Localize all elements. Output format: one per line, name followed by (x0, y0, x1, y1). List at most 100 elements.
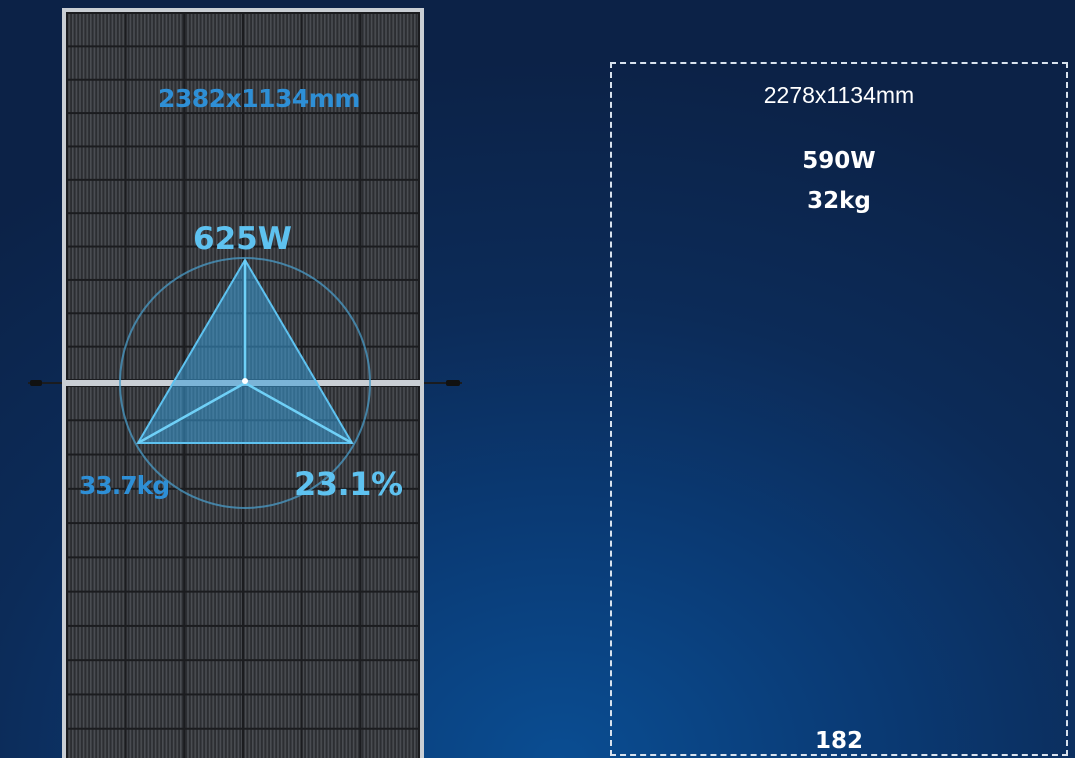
solar-cell (68, 247, 125, 279)
solar-cell (185, 147, 242, 179)
spec-center-dot (242, 378, 248, 384)
solar-cell (361, 421, 418, 454)
solar-cell (244, 80, 301, 113)
solar-cell (302, 114, 360, 146)
solar-cell (68, 314, 125, 346)
solar-cell (185, 626, 242, 660)
panel-weight-label: 33.7kg (79, 471, 170, 500)
solar-cell (68, 524, 125, 557)
solar-cell (126, 80, 184, 113)
solar-cell (244, 180, 301, 213)
cable-right (420, 380, 462, 386)
solar-cell (185, 214, 242, 246)
panel-efficiency-label: 23.1% (294, 465, 403, 503)
solar-cell (68, 455, 125, 488)
solar-cell (361, 147, 418, 179)
solar-cell (361, 47, 418, 79)
solar-cell (302, 695, 360, 728)
solar-cell (361, 729, 418, 758)
comparison-power-label: 590W (802, 148, 876, 174)
solar-cell (68, 347, 125, 379)
solar-cell (68, 729, 125, 758)
panel-cells (68, 14, 418, 758)
main-solar-panel: 2382x1134mm 625W 33.7kg 23.1% (0, 0, 480, 758)
solar-cell (302, 147, 360, 179)
solar-cell (302, 489, 360, 523)
solar-cell (68, 661, 125, 694)
solar-cell (302, 314, 360, 346)
solar-cell (302, 592, 360, 625)
solar-cell (185, 14, 242, 46)
solar-cell (244, 14, 301, 46)
solar-cell (126, 47, 184, 79)
solar-cell (244, 695, 301, 728)
solar-cell (302, 524, 360, 557)
solar-cell (302, 47, 360, 79)
solar-cell (244, 661, 301, 694)
solar-cell (68, 147, 125, 179)
comparison-cell-label: 182 (814, 728, 863, 754)
solar-cell (68, 180, 125, 213)
solar-cell (185, 180, 242, 213)
solar-cell (68, 695, 125, 728)
solar-cell (185, 247, 242, 279)
solar-cell (68, 80, 125, 113)
solar-cell (361, 114, 418, 146)
spec-circle (119, 257, 371, 509)
solar-cell (126, 314, 184, 346)
solar-cell (68, 592, 125, 625)
solar-cell (302, 661, 360, 694)
solar-cell (126, 247, 184, 279)
solar-cell (361, 14, 418, 46)
solar-cell (185, 47, 242, 79)
solar-cell (361, 314, 418, 346)
solar-cell (244, 47, 301, 79)
solar-cell (244, 558, 301, 591)
solar-cell (361, 247, 418, 279)
solar-cell (126, 214, 184, 246)
solar-cell (68, 558, 125, 591)
panel-power-label: 625W (193, 221, 292, 257)
solar-cell (244, 147, 301, 179)
solar-cell (185, 524, 242, 557)
solar-cell (68, 489, 125, 523)
solar-cell (361, 524, 418, 557)
solar-cell (185, 114, 242, 146)
solar-cell (302, 80, 360, 113)
solar-cell (126, 14, 184, 46)
solar-cell (302, 558, 360, 591)
solar-cell (126, 180, 184, 213)
solar-cell (126, 729, 184, 758)
solar-cell (185, 695, 242, 728)
solar-cell (244, 729, 301, 758)
comparison-weight-label: 32kg (807, 188, 871, 214)
solar-cell (244, 455, 301, 488)
solar-cell (126, 524, 184, 557)
comparison-panel-outline: 2278x1134mm 590W 32kg 182 (610, 62, 1068, 756)
solar-cell (126, 592, 184, 625)
solar-cell (244, 592, 301, 625)
solar-cell (361, 558, 418, 591)
solar-cell (68, 626, 125, 660)
solar-cell (126, 347, 184, 379)
solar-cell (68, 114, 125, 146)
solar-cell (302, 455, 360, 488)
cable-left (28, 380, 68, 386)
solar-cell (126, 489, 184, 523)
solar-cell (185, 661, 242, 694)
solar-cell (361, 80, 418, 113)
solar-cell (302, 729, 360, 758)
spec-triangle-spokes (137, 260, 353, 445)
solar-cell (302, 626, 360, 660)
solar-cell (68, 14, 125, 46)
solar-cell (68, 214, 125, 246)
solar-cell (361, 592, 418, 625)
solar-cell (244, 626, 301, 660)
solar-cell (302, 280, 360, 313)
solar-cell (302, 14, 360, 46)
solar-cell (126, 661, 184, 694)
solar-cell (68, 280, 125, 313)
solar-cell (361, 387, 418, 420)
solar-cell (185, 558, 242, 591)
solar-cell (361, 180, 418, 213)
